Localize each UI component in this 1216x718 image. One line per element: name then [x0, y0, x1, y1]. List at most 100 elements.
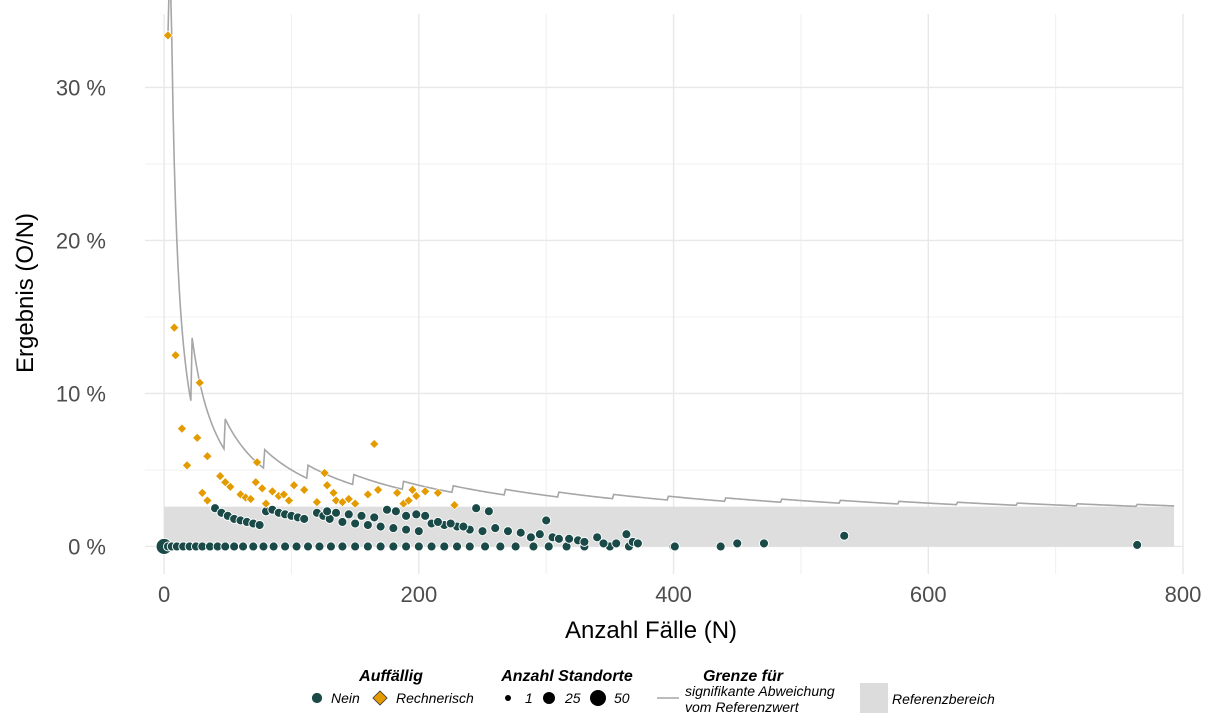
point-nein [362, 520, 373, 530]
point-rechnerisch [343, 494, 354, 504]
point-rechnerisch [261, 498, 271, 509]
legend-size-1 [505, 695, 511, 701]
legend-title-grenze: Grenze für [703, 668, 784, 685]
point-rechnerisch [328, 487, 339, 498]
point-rechnerisch [449, 500, 460, 511]
point-rechnerisch [350, 498, 361, 509]
x-tick-label: 800 [1165, 582, 1202, 607]
point-rechnerisch [170, 350, 181, 361]
point-nein [490, 523, 501, 534]
point-rechnerisch [267, 486, 278, 497]
point-nein [350, 518, 361, 529]
x-tick-label: 200 [400, 582, 437, 607]
point-nein [268, 541, 279, 552]
point-rechnerisch [407, 484, 418, 495]
point-rechnerisch [225, 481, 236, 492]
point-nein [503, 526, 513, 537]
point-nein [432, 517, 443, 527]
point-nein [543, 541, 554, 552]
y-axis-ticks: 0 % 10 % 20 % 30 % [56, 75, 106, 559]
point-nein [439, 541, 450, 552]
legend-title-auffaellig: Auffällig [358, 668, 423, 685]
point-rechnerisch [176, 423, 187, 434]
point-nein [343, 509, 354, 520]
legend-label-size-1: 1 [525, 690, 533, 706]
point-nein [541, 515, 552, 526]
y-tick-label: 0 % [68, 534, 106, 559]
x-tick-label: 600 [910, 582, 947, 607]
point-nein [248, 541, 259, 552]
point-nein [553, 533, 564, 544]
point-rechnerisch [369, 439, 380, 449]
point-nein [388, 541, 399, 552]
point-rechnerisch [215, 471, 226, 482]
point-nein [291, 541, 302, 552]
point-nein [229, 541, 240, 552]
point-nein [632, 538, 643, 549]
point-nein [732, 538, 743, 549]
point-rechnerisch [299, 484, 310, 495]
point-rechnerisch [278, 489, 289, 500]
point-nein [401, 524, 412, 535]
point-nein [579, 536, 590, 547]
series-rechnerisch-points [162, 30, 460, 511]
point-nein [452, 541, 462, 552]
legend-label-nein: Nein [331, 690, 360, 706]
point-nein [401, 541, 412, 552]
point-rechnerisch [250, 477, 261, 488]
point-nein [369, 512, 380, 523]
point-nein [445, 518, 456, 529]
legend-label-grenze-line1: signifikante Abweichung [685, 683, 835, 699]
point-nein [258, 541, 269, 552]
point-nein [458, 521, 469, 532]
point-nein [621, 529, 632, 540]
y-tick-label: 30 % [56, 75, 106, 100]
point-rechnerisch [220, 477, 231, 488]
point-rechnerisch [192, 432, 203, 443]
point-rechnerisch [257, 483, 268, 494]
point-rechnerisch [252, 457, 263, 468]
legend-key-nein [311, 692, 323, 704]
point-nein [350, 541, 361, 552]
point-nein [515, 527, 526, 538]
legend-label-size-25: 25 [564, 690, 581, 706]
point-nein [495, 541, 506, 552]
point-nein [564, 533, 575, 544]
point-nein [510, 541, 521, 552]
point-nein [411, 509, 422, 520]
point-nein [592, 532, 603, 543]
x-tick-label: 0 [158, 582, 170, 607]
point-nein [480, 541, 491, 552]
legend-title-standorte: Anzahl Standorte [500, 668, 633, 685]
point-nein [322, 506, 333, 517]
point-rechnerisch [245, 494, 256, 504]
point-nein [254, 520, 265, 530]
point-nein [337, 541, 348, 552]
point-nein [464, 541, 475, 552]
point-nein [303, 541, 313, 552]
point-rechnerisch [311, 497, 322, 508]
legend-label-grenze-line2: vom Referenzwert [685, 699, 800, 715]
point-nein [715, 541, 726, 552]
point-rechnerisch [373, 484, 384, 495]
point-nein [1132, 539, 1143, 550]
point-nein [528, 541, 539, 552]
legend-size-25 [543, 692, 555, 704]
point-nein [611, 538, 622, 549]
point-nein [401, 510, 412, 521]
point-rechnerisch [420, 486, 431, 497]
point-rechnerisch [289, 480, 299, 491]
legend: Auffällig Nein Rechnerisch Anzahl Stando… [311, 668, 995, 715]
x-tick-label: 400 [655, 582, 692, 607]
series-nein-points [155, 503, 1143, 555]
legend-label-rechnerisch: Rechnerisch [396, 690, 474, 706]
x-axis-title: Anzahl Fälle (N) [565, 617, 737, 644]
point-nein [331, 507, 341, 518]
point-nein [669, 541, 680, 552]
legend-size-50 [590, 690, 606, 706]
significance-limit-line [167, 0, 1175, 508]
x-axis-ticks: 0 200 400 600 800 [158, 582, 1201, 607]
point-nein [299, 513, 310, 524]
point-rechnerisch [283, 495, 294, 506]
major-gridlines [145, 14, 1184, 574]
